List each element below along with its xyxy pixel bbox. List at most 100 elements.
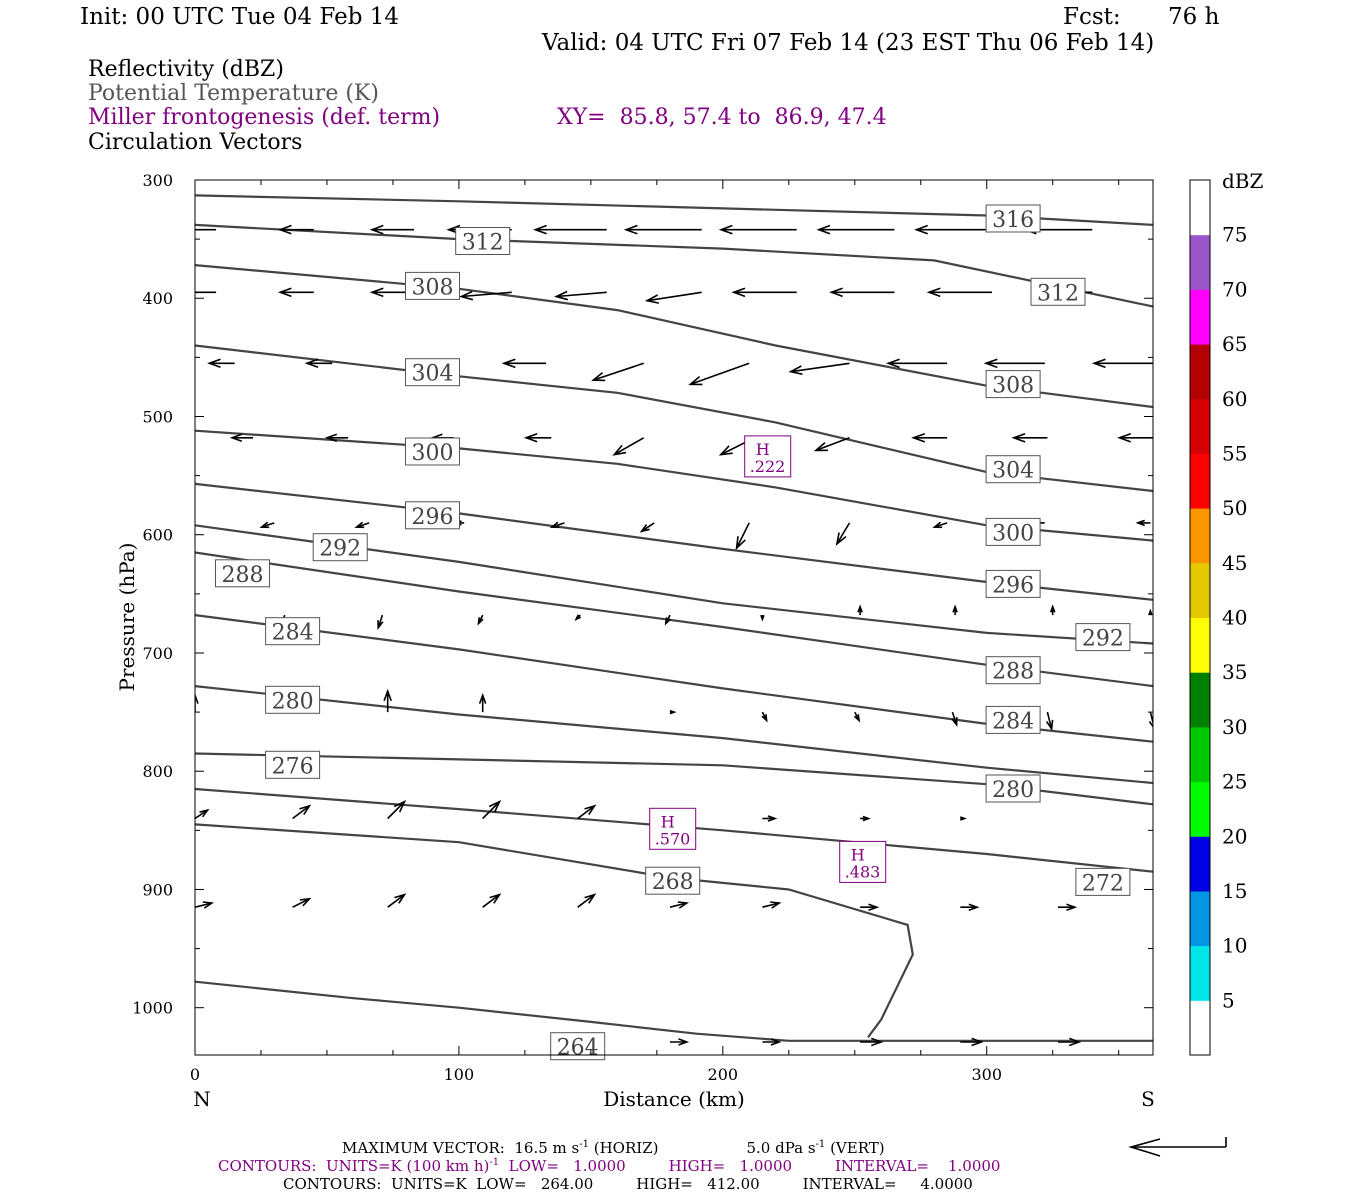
theta-contour-312 bbox=[195, 223, 1153, 308]
contour-label-text: 284 bbox=[992, 709, 1034, 734]
contour-label-304: 304 bbox=[985, 455, 1041, 484]
circulation-vector bbox=[577, 893, 597, 908]
circulation-vector bbox=[932, 521, 948, 529]
colorbar-segment bbox=[1190, 180, 1210, 236]
contour-labels: 316 312 312 308 308 304 304 300 300 296 296 292 292 2… bbox=[215, 204, 1131, 1061]
circulation-vector bbox=[482, 893, 502, 908]
valid-time: Valid: 04 UTC Fri 07 Feb 14 (23 EST Thu … bbox=[542, 30, 1155, 56]
circulation-vector bbox=[960, 1037, 984, 1047]
axes: 300 400 500 600 700 800 900 1000 0 100 200 300 bbox=[132, 171, 1153, 1084]
reference-vector bbox=[1128, 1137, 1227, 1157]
contour-label-text: 268 bbox=[652, 870, 694, 895]
theta-contour-284 bbox=[195, 614, 1153, 743]
circulation-vector bbox=[387, 893, 407, 908]
y-tick-label: 600 bbox=[142, 526, 173, 545]
colorbar-label: 60 bbox=[1222, 387, 1247, 411]
contour-label-264: 264 bbox=[550, 1032, 606, 1061]
circulation-vector bbox=[591, 362, 644, 382]
theta-contour-288 bbox=[195, 551, 1153, 688]
circulation-vector bbox=[688, 362, 750, 386]
frontogenesis-high-label: H bbox=[851, 845, 865, 864]
init-time: Init: 00 UTC Tue 04 Feb 14 bbox=[80, 4, 400, 30]
contour-label-text: 300 bbox=[992, 521, 1034, 546]
contour-label-288: 288 bbox=[985, 656, 1041, 685]
circulation-vector bbox=[523, 432, 552, 443]
colorbar-segment bbox=[1190, 562, 1210, 618]
legend-reflectivity: Reflectivity (dBZ) bbox=[88, 57, 284, 82]
circulation-vector bbox=[860, 903, 880, 911]
frontogenesis-value: .222 bbox=[750, 457, 786, 476]
contour-label-312: 312 bbox=[1030, 277, 1086, 306]
circulation-vector bbox=[1011, 432, 1048, 443]
colorbar-segment bbox=[1190, 398, 1210, 454]
contour-label-text: 308 bbox=[412, 275, 454, 300]
contour-label-312: 312 bbox=[455, 227, 511, 256]
y-tick-label: 400 bbox=[142, 289, 173, 308]
contour-label-text: 312 bbox=[1037, 281, 1079, 306]
circulation-vector bbox=[952, 604, 958, 616]
contour-label-text: 304 bbox=[412, 362, 454, 387]
circulation-vector bbox=[1058, 903, 1078, 911]
circulation-vector bbox=[762, 1038, 782, 1046]
colorbar-label: 50 bbox=[1222, 496, 1247, 520]
circulation-vector bbox=[1148, 608, 1153, 616]
circulation-vector bbox=[195, 808, 210, 820]
x-tick-label: 200 bbox=[708, 1065, 739, 1084]
colorbar-segment bbox=[1190, 726, 1210, 783]
circulation-vector bbox=[612, 437, 645, 456]
colorbar-segment bbox=[1190, 781, 1210, 837]
x-tick-label: 300 bbox=[971, 1065, 1002, 1084]
contour-label-text: 280 bbox=[992, 778, 1034, 803]
circulation-vector bbox=[1049, 604, 1056, 616]
max-vector-line: MAXIMUM VECTOR: 16.5 m s-1 (HORIZ) 5.0 dP… bbox=[342, 1139, 885, 1157]
colorbar-label: 5 bbox=[1222, 988, 1235, 1012]
circulation-vector bbox=[1045, 711, 1054, 732]
colorbar-segment bbox=[1190, 672, 1210, 728]
y-tick-label: 900 bbox=[142, 880, 173, 899]
circulation-vector bbox=[670, 1038, 690, 1046]
theta-contour-292 bbox=[195, 524, 1153, 645]
circulation-vector bbox=[1135, 519, 1151, 527]
colorbar-segment bbox=[1190, 617, 1210, 673]
circulation-vector bbox=[761, 711, 768, 723]
colorbar-label: 35 bbox=[1222, 660, 1247, 684]
contour-label-text: 308 bbox=[992, 374, 1034, 399]
circulation-vector bbox=[760, 614, 765, 622]
circulation-vector bbox=[195, 692, 199, 713]
colorbar-label: 15 bbox=[1222, 879, 1247, 903]
circulation-vector bbox=[857, 604, 863, 616]
theta-contour-280 bbox=[195, 685, 1153, 785]
circulation-vector bbox=[983, 358, 1045, 369]
colorbar-segment bbox=[1190, 890, 1210, 947]
contour-label-308: 308 bbox=[405, 271, 460, 300]
contour-label-text: 312 bbox=[462, 231, 504, 256]
circulation-vector bbox=[532, 224, 607, 235]
contour-label-292: 292 bbox=[312, 533, 368, 562]
circulation-vector bbox=[369, 224, 414, 235]
circulation-vector bbox=[731, 287, 797, 298]
colorbar-label: 65 bbox=[1222, 332, 1247, 356]
colorbar-label: 25 bbox=[1222, 770, 1247, 794]
circulation-vector bbox=[324, 433, 349, 443]
circulation-vector bbox=[553, 290, 607, 301]
x-tick-label: 0 bbox=[190, 1065, 200, 1084]
circulation-vector bbox=[574, 614, 582, 621]
frontogenesis-max: H.570 bbox=[649, 807, 697, 850]
colorbar-label: 75 bbox=[1222, 223, 1247, 247]
circulation-vector bbox=[644, 291, 702, 304]
circulation-vector bbox=[354, 521, 370, 529]
x-tick-label: 100 bbox=[444, 1065, 475, 1084]
circulation-vector bbox=[835, 522, 851, 546]
circulation-vector bbox=[829, 287, 895, 298]
legend-frontogenesis: Miller frontogenesis (def. term) bbox=[88, 105, 441, 130]
circulation-vector bbox=[623, 224, 702, 235]
circulation-vector bbox=[501, 358, 546, 369]
contour-label-284: 284 bbox=[985, 705, 1041, 734]
colorbar-label: 20 bbox=[1222, 824, 1247, 848]
contour-label-280: 280 bbox=[265, 685, 321, 714]
colorbar-label: 55 bbox=[1222, 441, 1247, 465]
y-tick-label: 500 bbox=[142, 407, 173, 426]
colorbar-segment bbox=[1190, 289, 1210, 345]
forecast-hour: 76 h bbox=[1168, 4, 1220, 30]
